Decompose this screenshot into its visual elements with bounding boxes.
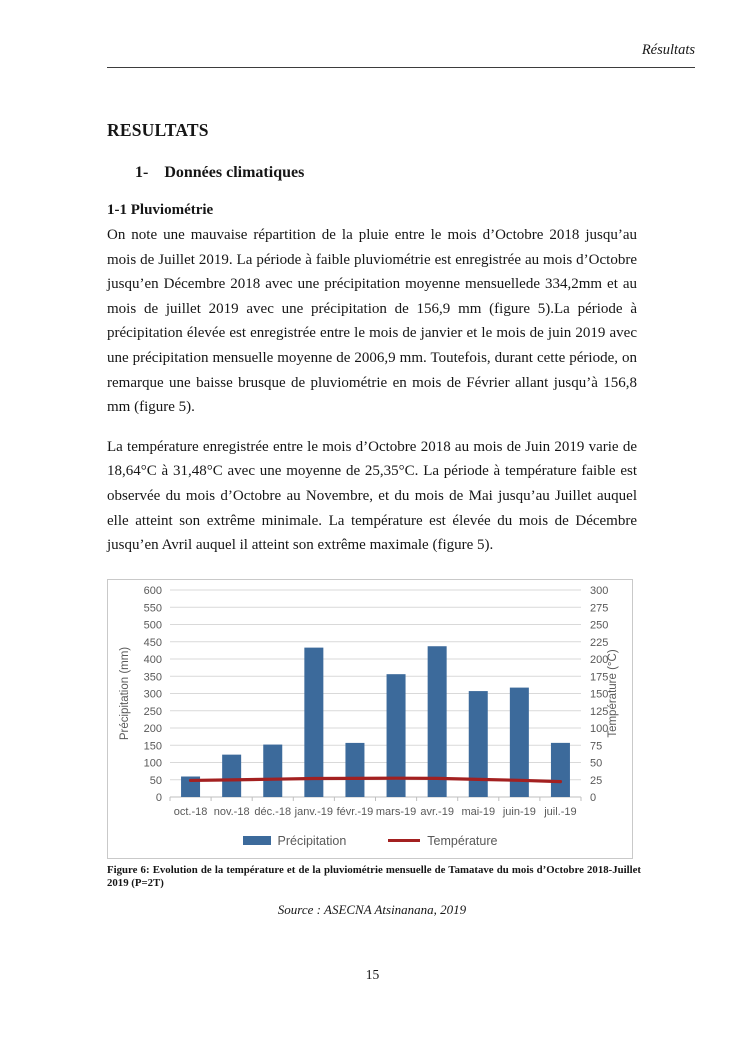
right-axis-tick: 275: [590, 602, 608, 614]
left-axis-tick: 600: [144, 585, 162, 597]
left-axis-tick: 50: [150, 774, 162, 786]
right-axis-tick: 175: [590, 671, 608, 683]
x-axis-label: juin-19: [502, 806, 536, 818]
paragraph-temperature: La température enregistrée entre le mois…: [107, 438, 637, 554]
precipitation-bar: [386, 673, 406, 797]
x-axis-label: oct.-18: [174, 806, 208, 818]
legend-item-precipitation: Précipitation: [242, 833, 347, 848]
left-axis-tick: 350: [144, 671, 162, 683]
left-axis-tick: 450: [144, 636, 162, 648]
page-title: RESULTATS: [107, 120, 209, 140]
x-axis-label: juil.-19: [543, 806, 576, 818]
legend-item-temperature: Température: [388, 834, 497, 848]
legend-label-temperature: Température: [427, 833, 498, 848]
temperature-line: [188, 776, 563, 783]
figure-6: 0 50 100 150 200 250 300 350 400 450 500 550 600 0 25 5…: [107, 578, 695, 918]
left-axis-tick: 550: [144, 602, 162, 614]
precipitation-bar: [509, 687, 529, 797]
paragraph-pluviometrie: On note une mauvaise répartition de la p…: [107, 227, 637, 416]
left-axis-tick: 200: [144, 723, 162, 735]
right-axis-tick: 100: [590, 723, 608, 735]
right-axis-tick: 300: [590, 585, 608, 597]
right-axis-tick: 125: [590, 705, 608, 717]
right-axis-title: Température (°C): [607, 649, 619, 737]
precipitation-bar: [304, 647, 324, 797]
precipitation-swatch-icon: [242, 836, 271, 846]
left-axis-tick: 400: [144, 654, 162, 666]
section-number: 1-: [135, 164, 149, 181]
precipitation-bar: [550, 742, 570, 797]
climate-chart-plot: 0 50 100 150 200 250 300 350 400 450 500 550 600 0 25 5…: [119, 585, 619, 818]
right-axis-tick: 200: [590, 654, 608, 666]
climate-chart: 0 50 100 150 200 250 300 350 400 450 500 550 600 0 25 5…: [107, 578, 633, 859]
figure-caption: Figure 6: Evolution de la température et…: [107, 863, 641, 890]
x-axis-label: mars-19: [376, 806, 416, 818]
x-axis-label: janv.-19: [294, 806, 333, 818]
left-axis-tick: 150: [144, 740, 162, 752]
right-axis-tick: 25: [590, 774, 602, 786]
precipitation-bar: [263, 744, 283, 797]
left-axis-tick: 0: [156, 792, 162, 804]
x-axis-label: avr.-19: [420, 806, 454, 818]
section-heading: 1- Données climatiques: [135, 164, 695, 182]
temperature-line-icon: [388, 839, 421, 843]
legend-label-precipitation: Précipitation: [277, 833, 347, 848]
running-header: Résultats: [107, 42, 695, 68]
page-number: 15: [365, 967, 380, 982]
left-axis-tick: 250: [144, 705, 162, 717]
right-axis-tick: 0: [590, 792, 596, 804]
left-axis-tick: 300: [144, 688, 162, 700]
x-axis-label: mai-19: [461, 806, 495, 818]
left-axis-title: Précipitation (mm): [119, 646, 131, 739]
right-axis-tick: 50: [590, 757, 602, 769]
precipitation-bar: [427, 645, 447, 797]
right-axis-tick: 150: [590, 688, 608, 700]
chart-legend: Précipitation Température: [108, 834, 632, 848]
x-axis-label: nov.-18: [214, 806, 250, 818]
right-axis-tick: 225: [590, 636, 608, 648]
right-axis-tick: 250: [590, 619, 608, 631]
precipitation-bar: [468, 690, 488, 797]
x-axis-label: févr.-19: [337, 806, 374, 818]
precipitation-bar: [345, 742, 365, 797]
subsection-heading: 1-1 Pluviométrie: [107, 202, 214, 218]
precipitation-bar: [222, 754, 242, 797]
section-label: Données climatiques: [164, 164, 305, 181]
left-axis-tick: 100: [144, 757, 162, 769]
right-axis-tick: 75: [590, 740, 602, 752]
left-axis-tick: 500: [144, 619, 162, 631]
x-axis-label: déc.-18: [254, 806, 291, 818]
figure-source: Source : ASECNA Atsinanana, 2019: [277, 901, 467, 917]
